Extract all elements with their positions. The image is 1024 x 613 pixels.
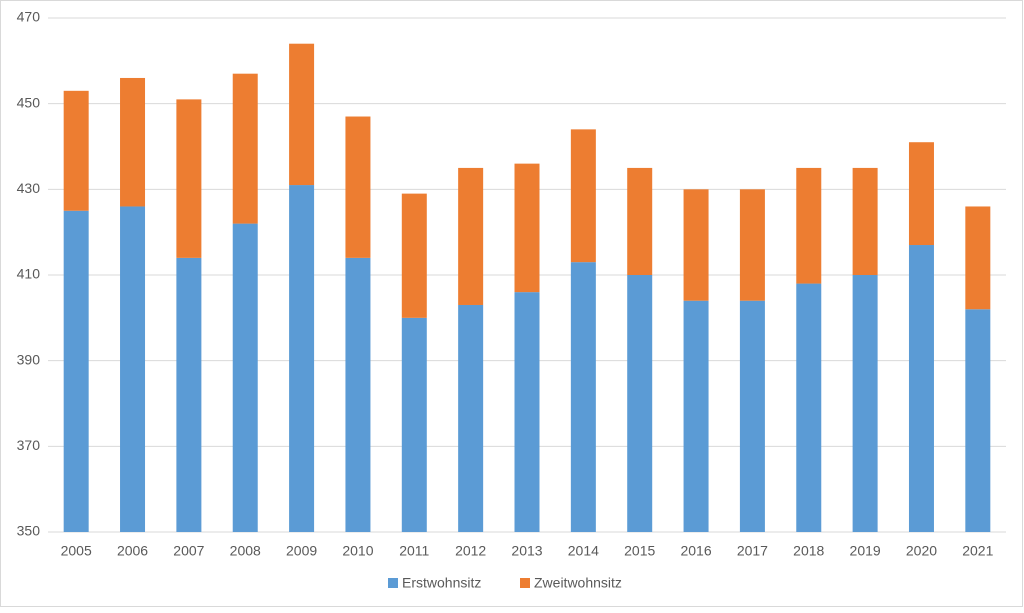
- y-tick-label: 470: [17, 9, 41, 25]
- bar-segment: [852, 275, 878, 532]
- bar-segment: [401, 193, 427, 318]
- bar-segment: [908, 142, 934, 246]
- x-tick-label: 2006: [117, 543, 148, 559]
- bar-segment: [176, 257, 202, 532]
- x-tick-label: 2021: [962, 543, 993, 559]
- bar-segment: [965, 309, 991, 532]
- x-tick-label: 2013: [511, 543, 542, 559]
- bar-segment: [965, 206, 991, 310]
- bar-segment: [458, 304, 484, 532]
- y-tick-label: 450: [17, 94, 41, 110]
- y-tick-label: 410: [17, 266, 41, 282]
- bar-segment: [739, 189, 765, 301]
- x-tick-label: 2014: [568, 543, 599, 559]
- bar-segment: [232, 223, 258, 532]
- bar-segment: [739, 300, 765, 532]
- x-tick-label: 2007: [173, 543, 204, 559]
- x-tick-label: 2020: [906, 543, 937, 559]
- bar-segment: [627, 275, 653, 532]
- bar-segment: [796, 283, 822, 532]
- bar-segment: [514, 292, 540, 532]
- bar-segment: [232, 73, 258, 224]
- x-tick-label: 2010: [342, 543, 373, 559]
- y-tick-label: 390: [17, 351, 41, 367]
- bar-segment: [401, 317, 427, 532]
- bar-segment: [908, 245, 934, 532]
- bar-segment: [120, 77, 146, 207]
- y-tick-label: 370: [17, 437, 41, 453]
- x-tick-label: 2005: [61, 543, 92, 559]
- x-tick-label: 2015: [624, 543, 655, 559]
- x-tick-label: 2008: [230, 543, 261, 559]
- x-tick-label: 2016: [680, 543, 711, 559]
- bar-segment: [345, 257, 371, 532]
- bar-segment: [176, 99, 202, 258]
- y-tick-label: 350: [17, 523, 41, 539]
- bar-segment: [627, 167, 653, 275]
- x-tick-label: 2019: [850, 543, 881, 559]
- bar-segment: [458, 167, 484, 305]
- bar-segment: [852, 167, 878, 275]
- bar-segment: [63, 90, 89, 211]
- legend-label: Erstwohnsitz: [402, 575, 481, 591]
- x-tick-label: 2009: [286, 543, 317, 559]
- x-tick-label: 2012: [455, 543, 486, 559]
- x-tick-label: 2017: [737, 543, 768, 559]
- legend-swatch: [520, 578, 530, 588]
- legend-label: Zweitwohnsitz: [534, 575, 622, 591]
- bar-segment: [796, 167, 822, 284]
- bar-segment: [120, 206, 146, 532]
- bar-segment: [289, 185, 315, 533]
- bar-segment: [683, 189, 709, 301]
- y-tick-label: 430: [17, 180, 41, 196]
- bar-segment: [345, 116, 371, 258]
- x-tick-label: 2011: [399, 543, 429, 559]
- bar-segment: [63, 210, 89, 532]
- x-tick-label: 2018: [793, 543, 824, 559]
- bar-segment: [570, 262, 596, 532]
- bar-segment: [289, 43, 315, 186]
- bar-segment: [570, 129, 596, 263]
- bar-segment: [683, 300, 709, 532]
- legend-swatch: [388, 578, 398, 588]
- bar-segment: [514, 163, 540, 293]
